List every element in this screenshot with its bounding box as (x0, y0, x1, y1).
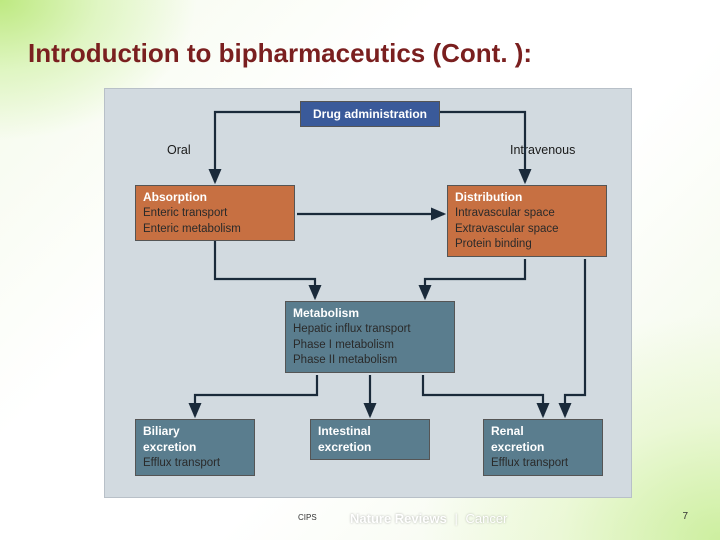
footer-cips: CIPS (298, 513, 317, 522)
node-biliary-line: Efflux transport (143, 456, 247, 472)
node-absorption-header: Absorption (143, 189, 287, 205)
node-metabolism-line: Phase I metabolism (293, 338, 447, 354)
node-biliary-excretion: Biliary excretion Efflux transport (135, 419, 255, 476)
node-intestinal-header: Intestinal excretion (318, 423, 422, 455)
footer-divider: | (454, 511, 457, 526)
node-metabolism-line: Phase II metabolism (293, 353, 447, 369)
label-intravenous: Intravenous (510, 143, 575, 157)
node-absorption-line: Enteric transport (143, 206, 287, 222)
node-renal-excretion: Renal excretion Efflux transport (483, 419, 603, 476)
node-renal-header: Renal excretion (491, 423, 595, 455)
flowchart-diagram: Drug administration Oral Intravenous Abs… (104, 88, 632, 498)
node-absorption-line: Enteric metabolism (143, 222, 287, 238)
footer-credit-a: Nature Reviews (350, 511, 447, 526)
node-drug-administration: Drug administration (300, 101, 440, 127)
page-number: 7 (682, 511, 688, 522)
node-distribution-line: Protein binding (455, 237, 599, 253)
node-biliary-header: Biliary excretion (143, 423, 247, 455)
node-distribution-line: Extravascular space (455, 222, 599, 238)
node-metabolism-line: Hepatic influx transport (293, 322, 447, 338)
node-distribution: Distribution Intravascular space Extrava… (447, 185, 607, 257)
node-absorption: Absorption Enteric transport Enteric met… (135, 185, 295, 241)
node-metabolism-header: Metabolism (293, 305, 447, 321)
node-distribution-line: Intravascular space (455, 206, 599, 222)
footer-credit-b: Cancer (465, 511, 507, 526)
node-metabolism: Metabolism Hepatic influx transport Phas… (285, 301, 455, 373)
label-oral: Oral (167, 143, 191, 157)
slide-title: Introduction to bipharmaceutics (Cont. )… (28, 38, 532, 69)
node-renal-line: Efflux transport (491, 456, 595, 472)
node-distribution-header: Distribution (455, 189, 599, 205)
footer-credit: Nature Reviews | Cancer (350, 511, 507, 526)
node-intestinal-excretion: Intestinal excretion (310, 419, 430, 460)
